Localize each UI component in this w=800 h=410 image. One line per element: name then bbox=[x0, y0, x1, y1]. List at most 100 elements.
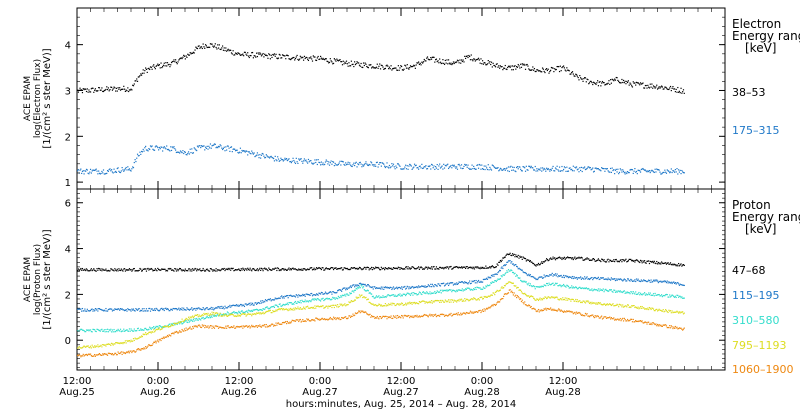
data-point bbox=[674, 282, 676, 284]
data-point bbox=[332, 304, 334, 306]
data-point bbox=[584, 287, 587, 290]
data-point bbox=[427, 301, 429, 303]
data-point bbox=[593, 170, 595, 172]
data-point bbox=[651, 169, 653, 171]
data-point bbox=[437, 300, 439, 302]
data-point bbox=[304, 320, 306, 322]
data-point bbox=[105, 307, 107, 310]
data-point bbox=[235, 311, 237, 314]
data-point bbox=[287, 304, 289, 306]
data-point bbox=[375, 305, 378, 307]
data-point bbox=[644, 280, 646, 282]
data-point bbox=[256, 152, 259, 154]
data-point bbox=[311, 319, 314, 321]
data-point bbox=[616, 279, 618, 281]
data-point bbox=[636, 293, 638, 295]
data-point bbox=[514, 65, 516, 67]
data-point bbox=[682, 89, 685, 91]
data-point bbox=[484, 278, 486, 280]
data-point bbox=[673, 171, 676, 173]
data-point bbox=[324, 59, 326, 61]
data-point bbox=[321, 305, 323, 307]
data-point bbox=[275, 322, 277, 324]
data-point bbox=[109, 343, 111, 345]
data-point bbox=[212, 307, 214, 309]
data-point bbox=[649, 171, 651, 174]
data-point bbox=[431, 302, 433, 304]
data-point bbox=[91, 87, 93, 89]
data-point bbox=[245, 303, 247, 305]
data-point bbox=[366, 66, 369, 68]
data-point bbox=[546, 282, 548, 285]
data-point bbox=[558, 66, 560, 68]
data-point bbox=[554, 296, 557, 298]
data-point bbox=[588, 82, 591, 84]
data-point bbox=[177, 332, 179, 334]
data-point bbox=[185, 270, 187, 272]
data-point bbox=[424, 285, 426, 287]
data-point bbox=[251, 152, 254, 154]
data-point bbox=[439, 266, 442, 269]
data-point bbox=[541, 298, 543, 300]
data-point bbox=[606, 290, 608, 292]
data-point bbox=[465, 288, 467, 291]
data-point bbox=[654, 168, 656, 170]
data-point bbox=[168, 149, 170, 151]
data-point bbox=[366, 298, 369, 300]
data-point bbox=[582, 300, 584, 302]
data-point bbox=[614, 260, 616, 263]
data-point bbox=[382, 286, 384, 288]
data-point bbox=[543, 297, 545, 300]
data-point bbox=[432, 292, 434, 294]
data-point bbox=[436, 290, 438, 292]
data-point bbox=[169, 268, 171, 270]
data-point bbox=[676, 264, 678, 266]
data-point bbox=[236, 313, 238, 315]
data-point bbox=[428, 314, 430, 316]
data-point bbox=[276, 324, 278, 326]
data-point bbox=[554, 259, 557, 261]
data-point bbox=[298, 301, 300, 303]
data-point bbox=[633, 280, 635, 282]
data-point bbox=[540, 71, 542, 73]
data-point bbox=[610, 171, 612, 174]
data-point bbox=[459, 314, 461, 316]
data-point bbox=[625, 305, 627, 307]
data-point bbox=[358, 310, 360, 312]
data-point bbox=[267, 298, 269, 301]
data-point bbox=[182, 320, 184, 322]
data-point bbox=[456, 282, 458, 284]
data-point bbox=[437, 283, 439, 285]
data-point bbox=[631, 305, 634, 307]
data-point bbox=[488, 284, 490, 287]
data-point bbox=[264, 312, 266, 314]
data-point bbox=[414, 268, 416, 270]
data-point bbox=[469, 312, 471, 314]
data-point bbox=[291, 57, 293, 59]
data-point bbox=[456, 166, 458, 168]
data-point bbox=[302, 301, 305, 303]
data-point bbox=[454, 61, 456, 63]
data-point bbox=[457, 299, 459, 301]
data-point bbox=[683, 92, 685, 94]
data-point bbox=[372, 315, 374, 318]
data-point bbox=[466, 287, 468, 289]
data-point bbox=[461, 288, 463, 290]
data-point bbox=[266, 300, 268, 302]
data-point bbox=[559, 257, 561, 259]
data-point bbox=[416, 267, 418, 269]
data-point bbox=[225, 146, 227, 148]
data-point bbox=[583, 167, 585, 169]
data-point bbox=[213, 45, 216, 47]
data-point bbox=[583, 278, 585, 280]
data-point bbox=[574, 286, 576, 289]
data-point bbox=[375, 67, 377, 69]
data-point bbox=[511, 263, 514, 265]
data-point bbox=[290, 322, 292, 324]
data-point bbox=[225, 268, 227, 270]
data-point bbox=[394, 67, 396, 69]
data-point bbox=[334, 162, 336, 165]
data-point bbox=[230, 146, 233, 148]
data-point bbox=[371, 66, 374, 68]
data-point bbox=[306, 306, 308, 308]
